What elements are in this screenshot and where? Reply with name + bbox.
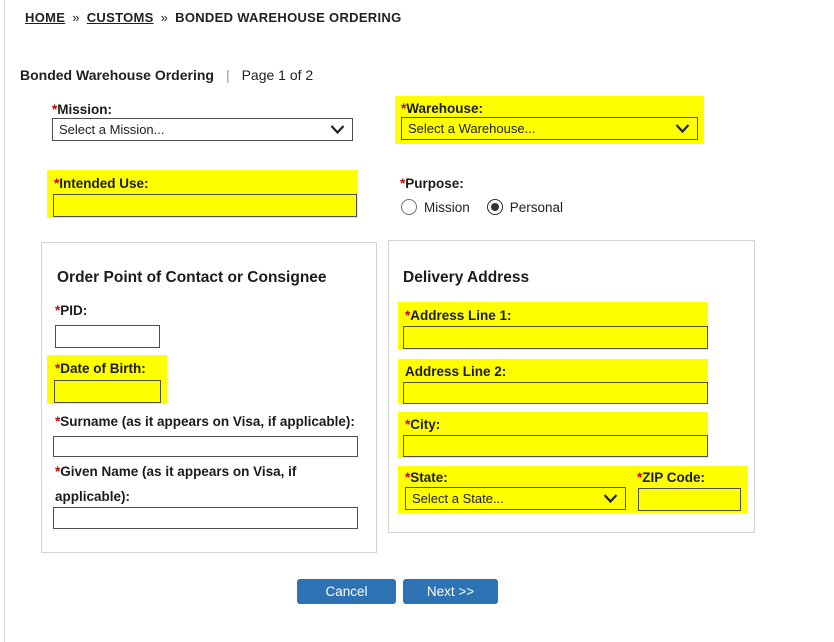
given-name-input[interactable]: [53, 507, 358, 529]
dob-input[interactable]: [54, 380, 161, 403]
required-asterisk: *: [55, 414, 61, 429]
required-asterisk: *: [637, 470, 643, 485]
intended-use-input[interactable]: [53, 194, 357, 217]
purpose-radio-mission[interactable]: [401, 199, 417, 215]
pid-label: *PID:: [55, 303, 88, 318]
given-name-label: *Given Name (as it appears on Visa, if a…: [55, 464, 297, 504]
purpose-radio-group: Mission Personal: [401, 199, 563, 215]
required-asterisk: *: [400, 176, 406, 191]
address2-input[interactable]: [403, 382, 708, 404]
mission-select-value: Select a Mission...: [59, 122, 165, 137]
required-asterisk: *: [55, 464, 61, 479]
required-asterisk: *: [55, 303, 61, 318]
breadcrumb-link-customs[interactable]: CUSTOMS: [86, 10, 154, 25]
page-title: Bonded Warehouse Ordering: [20, 67, 214, 83]
purpose-radio-personal[interactable]: [486, 199, 503, 215]
warehouse-select-value: Select a Warehouse...: [408, 121, 536, 136]
intended-use-label: *Intended Use:: [54, 176, 149, 191]
breadcrumb-current: BONDED WAREHOUSE ORDERING: [175, 10, 402, 25]
city-label: *City:: [405, 417, 441, 432]
state-select[interactable]: Select a State...: [405, 487, 626, 510]
address2-label: Address Line 2:: [405, 364, 507, 379]
required-asterisk: *: [405, 417, 411, 432]
warehouse-label: *Warehouse:: [401, 101, 484, 116]
required-asterisk: *: [401, 101, 407, 116]
required-asterisk: *: [54, 176, 60, 191]
title-row: Bonded Warehouse Ordering | Page 1 of 2: [20, 67, 313, 83]
delivery-panel-heading: Delivery Address: [403, 269, 530, 286]
mission-select[interactable]: Select a Mission...: [52, 118, 353, 141]
zip-input[interactable]: [638, 488, 741, 511]
breadcrumb-link-home[interactable]: HOME: [25, 10, 66, 25]
surname-input[interactable]: [53, 436, 358, 457]
mission-label: *Mission:: [52, 102, 113, 117]
page-left-rule: [4, 0, 5, 642]
page-indicator: Page 1 of 2: [241, 67, 314, 83]
contact-panel-heading: Order Point of Contact or Consignee: [57, 269, 327, 286]
required-asterisk: *: [405, 308, 411, 323]
state-select-value: Select a State...: [412, 491, 504, 506]
cancel-button[interactable]: Cancel: [297, 579, 396, 604]
purpose-radio-personal-label: Personal: [509, 199, 564, 215]
purpose-label: *Purpose:: [400, 176, 464, 191]
chevron-down-icon: [675, 124, 690, 133]
pid-input[interactable]: [55, 325, 160, 348]
chevron-down-icon: [603, 494, 618, 503]
breadcrumb: HOME » CUSTOMS » BONDED WAREHOUSE ORDERING: [25, 10, 402, 25]
warehouse-select[interactable]: Select a Warehouse...: [401, 117, 698, 140]
title-separator: |: [225, 67, 230, 83]
required-asterisk: *: [405, 470, 411, 485]
purpose-radio-mission-label: Mission: [424, 199, 470, 215]
city-input[interactable]: [403, 435, 708, 457]
address1-label: *Address Line 1:: [405, 308, 512, 323]
dob-label: *Date of Birth:: [55, 361, 146, 376]
required-asterisk: *: [52, 102, 58, 117]
required-asterisk: *: [55, 361, 61, 376]
next-button[interactable]: Next >>: [403, 579, 498, 604]
surname-label: *Surname (as it appears on Visa, if appl…: [55, 414, 355, 429]
state-label: *State:: [405, 470, 448, 485]
zip-label: *ZIP Code:: [637, 470, 706, 485]
chevron-down-icon: [330, 125, 345, 134]
address1-input[interactable]: [403, 326, 708, 349]
breadcrumb-separator: »: [160, 10, 169, 25]
breadcrumb-separator: »: [72, 10, 80, 25]
